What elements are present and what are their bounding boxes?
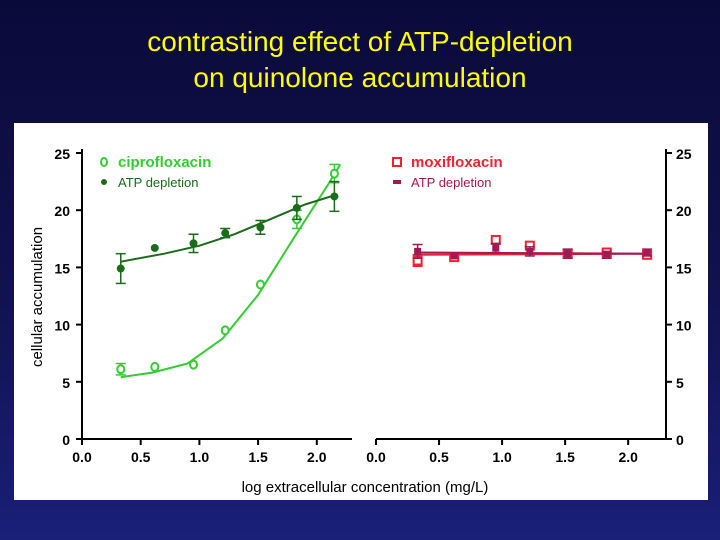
data-point: [221, 229, 230, 238]
data-point: [603, 251, 611, 259]
data-point: [564, 250, 572, 258]
y-tick-label: 15: [54, 260, 70, 276]
chart-moxifloxacin: 0 5 10 15 20 25 0.0 0.5 1.0 1.5 2.0 moxifloxacin ATP…: [366, 146, 692, 465]
data-point: [414, 247, 422, 255]
data-point: [220, 325, 230, 336]
figure-svg: 0 5 10 15 20 25 0.0 0.5 1.0 1.5 2.0 ciprofloxacin AT…: [29, 146, 692, 496]
title-line-2: on quinolone accumulation: [193, 62, 527, 93]
y-axis-label: cellular accumulation: [29, 227, 46, 367]
y-tick-label: 25: [676, 146, 692, 162]
y-tick-label: 15: [676, 260, 692, 276]
x-tick-label: 0.5: [429, 449, 449, 465]
legend-marker: [101, 179, 107, 185]
data-point: [643, 249, 651, 257]
x-tick-label: 0.0: [72, 449, 92, 465]
chart-ciprofloxacin: 0 5 10 15 20 25 0.0 0.5 1.0 1.5 2.0 ciprofloxacin AT…: [54, 146, 352, 465]
y-tick-label: 0: [62, 432, 70, 448]
x-tick-label: 2.0: [307, 449, 327, 465]
legend-marker: [392, 157, 402, 167]
x-axis-label: log extracellular concentration (mg/L): [242, 479, 489, 496]
series-fit-line: [120, 163, 342, 379]
x-tick-label: 1.0: [190, 449, 210, 465]
y-tick-label: 5: [676, 375, 684, 391]
legend-label: ATP depletion: [118, 175, 198, 190]
data-point: [150, 361, 160, 372]
x-tick-label: 1.5: [555, 449, 575, 465]
y-tick-label: 20: [676, 203, 692, 219]
x-tick-label: 0.0: [366, 449, 386, 465]
title-line-1: contrasting effect of ATP-depletion: [147, 26, 573, 57]
y-tick-label: 25: [54, 146, 70, 162]
data-point: [116, 264, 125, 273]
data-point: [189, 239, 198, 248]
series-fit-line: [120, 194, 335, 263]
data-point: [256, 223, 265, 232]
y-tick-label: 5: [62, 375, 70, 391]
y-tick-label: 10: [676, 318, 692, 334]
x-tick-label: 1.5: [248, 449, 268, 465]
data-point: [492, 244, 500, 252]
data-point: [329, 168, 339, 179]
x-tick-label: 1.0: [492, 449, 512, 465]
legend-marker: [100, 157, 108, 167]
data-point: [116, 364, 126, 375]
figure-panel: 0 5 10 15 20 25 0.0 0.5 1.0 1.5 2.0 ciprofloxacin AT…: [14, 123, 708, 500]
data-point: [189, 359, 199, 370]
data-point: [526, 247, 534, 255]
x-tick-label: 2.0: [618, 449, 638, 465]
legend-label: moxifloxacin: [411, 154, 503, 171]
data-point: [450, 252, 458, 260]
legend-label: ATP depletion: [411, 175, 491, 190]
data-point: [150, 243, 159, 252]
legend-label: ciprofloxacin: [118, 154, 211, 171]
y-tick-label: 20: [54, 203, 70, 219]
data-point: [292, 203, 301, 212]
y-tick-label: 0: [676, 432, 684, 448]
data-point: [255, 279, 265, 290]
x-tick-label: 0.5: [131, 449, 151, 465]
legend-marker: [393, 180, 401, 184]
slide-title: contrasting effect of ATP-depletion on q…: [0, 24, 720, 96]
y-tick-label: 10: [54, 318, 70, 334]
data-point: [330, 192, 339, 201]
